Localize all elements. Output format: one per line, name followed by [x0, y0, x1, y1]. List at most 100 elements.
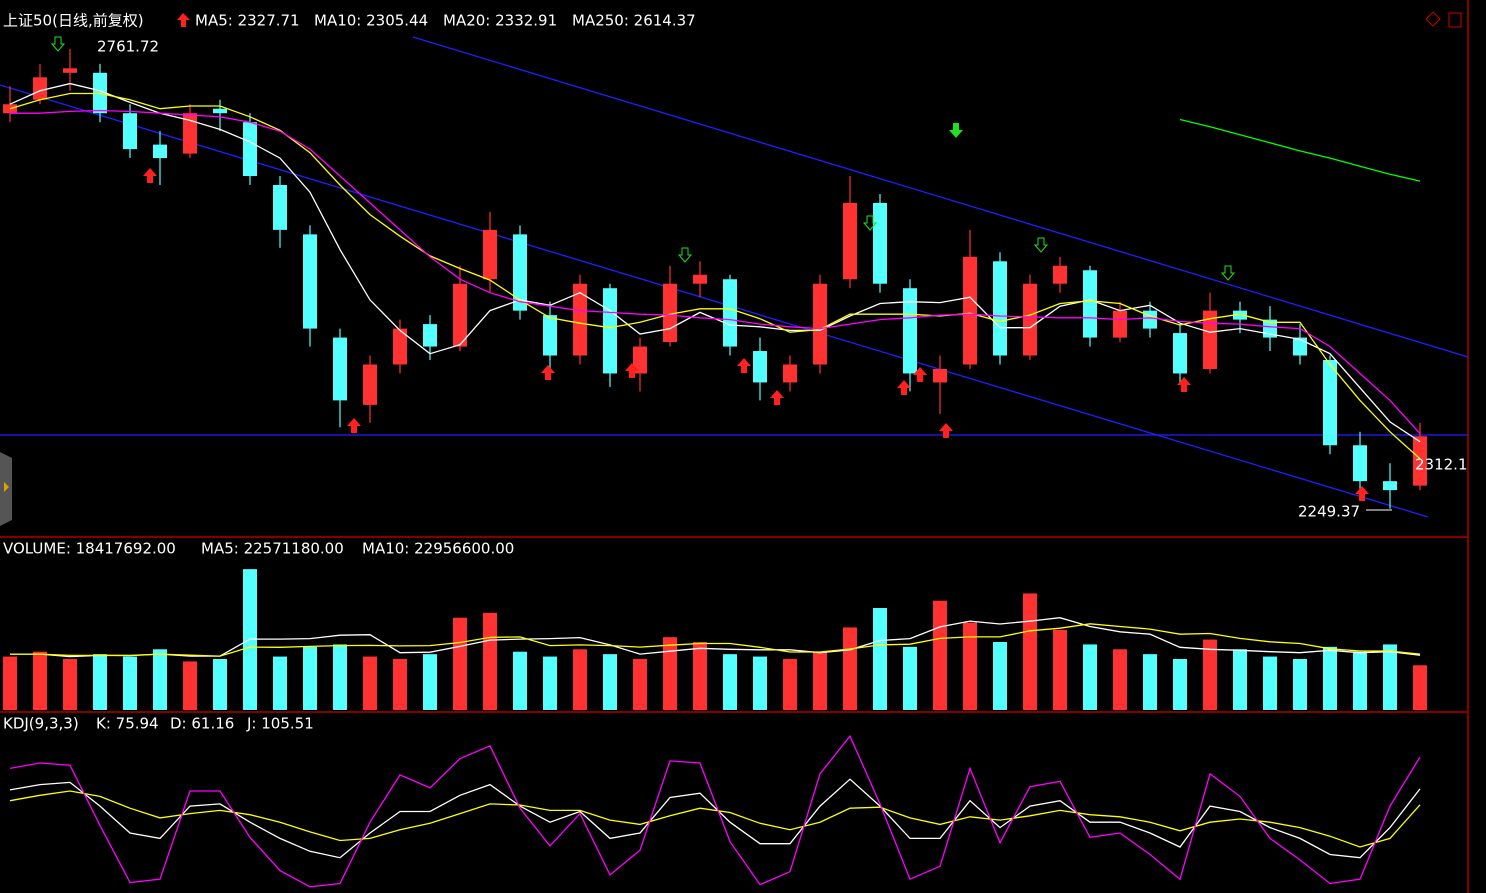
series-line — [10, 109, 1421, 435]
candle-body — [963, 256, 977, 365]
volume-bar — [903, 646, 917, 710]
chart-title: 上证50(日线,前复权) — [3, 12, 144, 30]
plot — [3, 48, 1427, 888]
legend-entry: MA250: 2614.37 — [572, 12, 696, 30]
series-line — [9, 778, 1421, 859]
header-bg — [0, 10, 560, 32]
drawings — [0, 36, 1469, 518]
series-line — [9, 790, 1421, 848]
volume-bar — [1383, 644, 1397, 710]
candle-body — [183, 113, 197, 154]
candle-body — [63, 68, 77, 73]
buy-signal — [897, 380, 911, 395]
header-icon — [177, 13, 190, 27]
volume-bar — [1353, 651, 1367, 710]
candle-body — [993, 261, 1007, 356]
candle-body — [513, 234, 527, 311]
volume-bar — [1323, 646, 1337, 710]
volume-bar — [333, 644, 347, 710]
candle-body — [1053, 265, 1067, 284]
buy-signal — [913, 367, 927, 382]
volume-bar — [873, 608, 887, 710]
sell-signal — [949, 123, 963, 138]
candle-body — [363, 364, 377, 405]
legend-entry: MA5: 22571180.00 — [201, 540, 344, 558]
sell-signal — [862, 215, 878, 231]
candle-body — [273, 185, 287, 230]
candle-body — [243, 122, 257, 177]
toolbar-icon[interactable] — [1425, 11, 1441, 27]
volume-bar — [813, 651, 827, 710]
candle-body — [483, 229, 497, 280]
volume-bar — [33, 651, 47, 710]
volume-bar — [183, 661, 197, 710]
annotation: 2761.72 — [97, 38, 159, 56]
series-line — [9, 82, 1421, 443]
legend-entry: MA5: 2327.71 — [195, 12, 300, 30]
candle-body — [1233, 310, 1247, 320]
candle-body — [1383, 481, 1397, 491]
volume-bar — [63, 659, 77, 710]
volume-bar — [1263, 656, 1277, 710]
candle-body — [1083, 270, 1097, 338]
legend-entry: D: 61.16 — [170, 715, 234, 733]
legend-entry: J: 105.51 — [246, 715, 314, 733]
volume-bar — [1413, 665, 1427, 710]
candle-body — [1113, 310, 1127, 338]
buy-signal — [939, 423, 953, 438]
buy-signal — [1177, 377, 1191, 392]
candle-body — [753, 351, 767, 383]
candle-body — [423, 324, 437, 347]
trend-line — [0, 84, 1429, 518]
volume-bar — [993, 642, 1007, 710]
candle-body — [1023, 283, 1037, 356]
candle-body — [303, 234, 317, 329]
series-line — [9, 734, 1421, 888]
buy-signal — [143, 168, 157, 183]
sell-signal — [50, 36, 66, 52]
candle-body — [813, 283, 827, 365]
volume-bar — [1143, 654, 1157, 710]
volume-bar — [1113, 649, 1127, 710]
volume-bar — [1203, 639, 1217, 710]
annotation: 2312.1 — [1415, 456, 1468, 474]
volume-bar — [1173, 659, 1187, 710]
candle-body — [783, 364, 797, 383]
volume-bar — [423, 654, 437, 710]
candle-body — [153, 144, 167, 159]
volume-bar — [1233, 649, 1247, 710]
side-tab-arrow — [4, 482, 9, 492]
candle-body — [1293, 337, 1307, 356]
legend-entry: MA20: 2332.91 — [443, 12, 557, 30]
volume-bar — [3, 656, 17, 710]
volume-bar — [723, 654, 737, 710]
candle-body — [933, 368, 947, 383]
volume-bar — [843, 627, 857, 710]
volume-bar — [363, 656, 377, 710]
sell-signal — [1220, 265, 1236, 281]
candle-body — [1173, 333, 1187, 374]
candle-body — [723, 279, 737, 347]
volume-bar — [543, 656, 557, 710]
buy-signal — [737, 358, 751, 373]
series-line — [10, 617, 1421, 658]
candle-body — [633, 346, 647, 374]
annotation: 2249.37 — [1298, 503, 1360, 521]
candle-body — [543, 315, 557, 356]
volume-bar — [453, 617, 467, 710]
buy-signal — [347, 418, 361, 433]
sell-signal — [1033, 237, 1049, 253]
toolbar-icon[interactable] — [1448, 12, 1462, 28]
trend-line — [412, 36, 1469, 358]
volume-bar — [213, 659, 227, 710]
volume-bar — [963, 622, 977, 710]
volume-bar — [513, 651, 527, 710]
series-line — [1179, 118, 1421, 182]
volume-bar — [303, 646, 317, 710]
signals — [50, 36, 1369, 501]
candle-body — [33, 77, 47, 100]
volume-bar — [753, 656, 767, 710]
volume-bar — [603, 654, 617, 710]
